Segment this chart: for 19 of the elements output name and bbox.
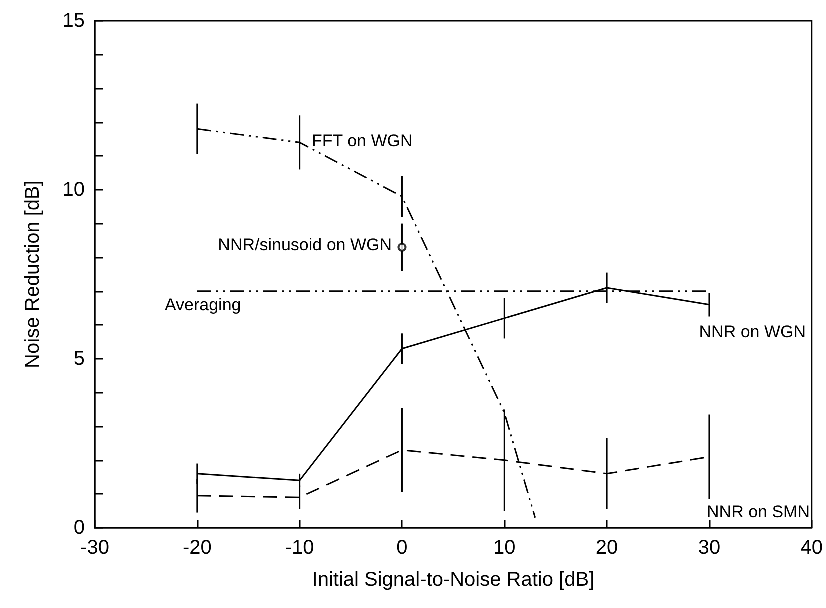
x-tick-label: 20 [596,537,618,559]
x-tick-label: -30 [80,537,110,559]
x-axis-title: Initial Signal-to-Noise Ratio [dB] [312,569,595,591]
x-tick-label: -10 [285,537,314,559]
series-label: FFT on WGN [312,132,413,150]
y-tick-label: 0 [74,517,85,539]
x-tick-label: 10 [494,537,516,559]
series-label: NNR/sinusoid on WGN [218,236,392,254]
series-label: NNR on WGN [699,322,806,342]
y-tick-label: 5 [74,348,85,370]
x-tick-label: -20 [182,537,212,559]
x-tick-label: 40 [800,537,823,559]
y-axis-title: Noise Reduction [dB] [22,180,44,368]
x-tick-label: 30 [698,537,721,559]
text: NNR on SMN [707,502,810,522]
x-tick-label: 0 [396,537,408,559]
series-label: Averaging [165,296,242,314]
y-tick-label: 15 [62,10,85,32]
y-tick-label: 10 [62,179,85,201]
